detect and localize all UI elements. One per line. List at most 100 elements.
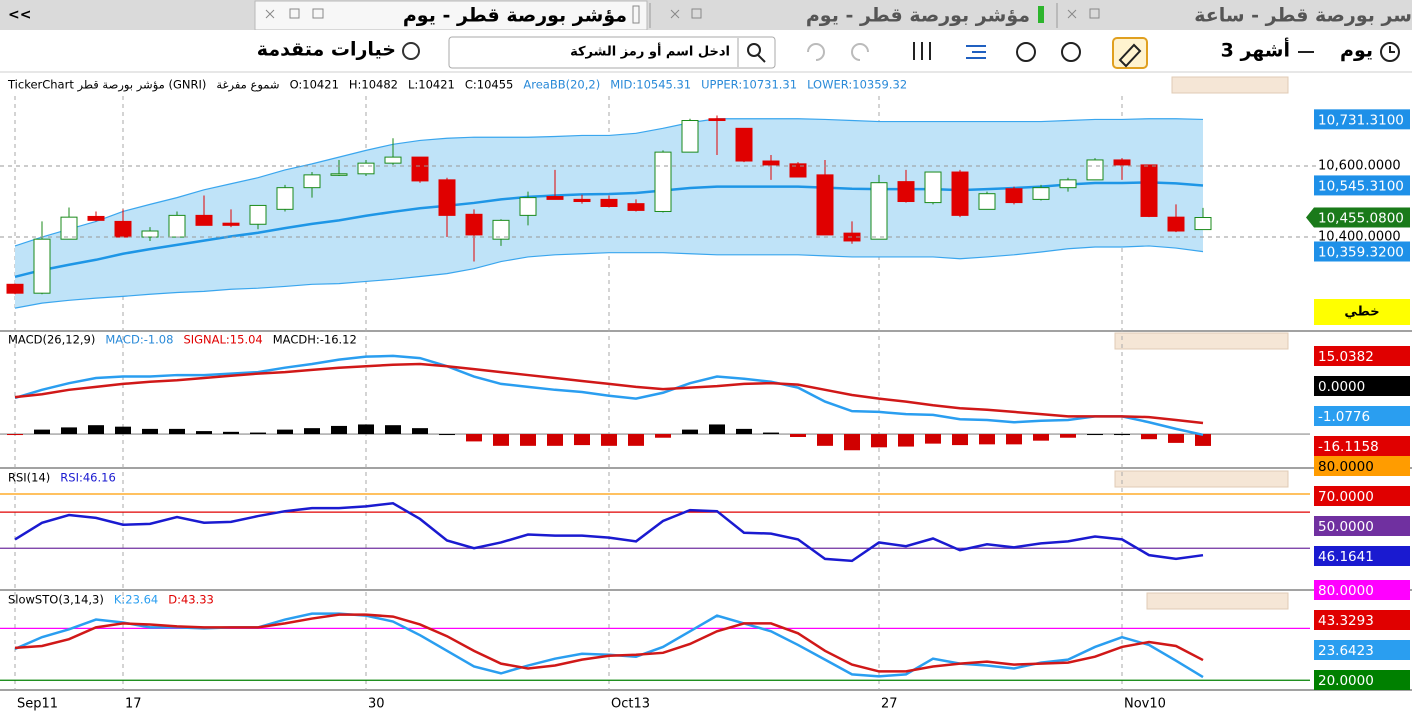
- value-marker-label: -16.1158: [1318, 439, 1379, 455]
- x-tick-label: 17: [125, 697, 142, 712]
- histogram-bar: [1195, 434, 1211, 446]
- tab-active[interactable]: [254, 0, 648, 31]
- histogram-bar: [331, 425, 347, 435]
- histogram-bar: [277, 429, 293, 435]
- panel-header: MID:10545.31: [610, 78, 691, 92]
- value-marker-label: 43.3293: [1318, 613, 1374, 629]
- x-tick-label: 30: [368, 697, 385, 712]
- histogram-bar: [1060, 434, 1076, 438]
- candle-body: [1005, 188, 1023, 204]
- value-marker-label: 10,731.3100: [1318, 112, 1404, 128]
- histogram-bar: [88, 425, 104, 435]
- x-tick-label: 27: [881, 697, 898, 712]
- histogram-bar: [682, 429, 698, 435]
- indicator-line: [14, 362, 1204, 425]
- panel-header: H:10482: [349, 78, 398, 92]
- histogram-bar: [574, 434, 590, 446]
- histogram-bar: [412, 428, 428, 435]
- search-placeholder: ادخل اسم أو رمز الشركة: [570, 43, 730, 60]
- tab-title[interactable]: مؤشر بورصة قطر - يوم: [806, 5, 1030, 27]
- histogram-bar: [466, 434, 482, 442]
- histogram-bar: [7, 434, 23, 436]
- histogram-bar: [1033, 434, 1049, 441]
- candle-body: [1059, 179, 1077, 189]
- histogram-bar: [925, 434, 941, 444]
- histogram-bar: [250, 432, 266, 435]
- value-marker-label: 80.0000: [1318, 459, 1374, 475]
- candle-body: [87, 215, 105, 221]
- range-select[interactable]: 3 أشهر: [1221, 38, 1290, 62]
- panel-header: شموع مفرغة: [216, 78, 279, 93]
- value-marker-label: -1.0776: [1318, 409, 1370, 425]
- histogram-bar: [736, 428, 752, 435]
- histogram-bar: [358, 424, 374, 435]
- x-tick-label: Nov10: [1124, 697, 1166, 712]
- candle-body: [195, 214, 213, 226]
- histogram-bar: [196, 431, 212, 435]
- search-box[interactable]: [448, 36, 776, 69]
- candle-body: [654, 151, 672, 212]
- histogram-bar: [1006, 434, 1022, 445]
- value-marker-label: 10,545.3100: [1318, 178, 1404, 194]
- candle-body: [384, 156, 402, 164]
- panel-header: D:43.33: [168, 593, 214, 607]
- histogram-bar: [142, 428, 158, 435]
- tab-title[interactable]: مؤشر بورصة قطر - يوم: [403, 5, 627, 27]
- panel-header: O:10421: [290, 78, 339, 92]
- histogram-bar: [439, 434, 455, 436]
- candle-body: [681, 120, 699, 153]
- histogram-bar: [169, 428, 185, 435]
- value-marker-label: 46.1641: [1318, 549, 1374, 565]
- histogram-bar: [898, 434, 914, 447]
- histogram-bar: [655, 434, 671, 438]
- panel-header: L:10421: [408, 78, 455, 92]
- candle-body: [1194, 217, 1212, 231]
- panel-header: MACD:-1.08: [105, 333, 173, 347]
- candle-body: [357, 162, 375, 175]
- band-fill: [15, 118, 1203, 309]
- value-marker-label: 80.0000: [1318, 583, 1374, 599]
- period-select[interactable]: يوم: [1340, 40, 1373, 62]
- indicator-line: [14, 354, 1204, 437]
- line-type-label[interactable]: خطي: [1344, 305, 1379, 320]
- advanced-options[interactable]: خيارات متقدمة: [257, 39, 396, 61]
- panel-header: C:10455: [465, 78, 514, 92]
- line-type-button[interactable]: [1314, 299, 1410, 325]
- candle-body: [303, 174, 321, 189]
- value-marker: [1314, 406, 1410, 426]
- candle-body: [870, 182, 888, 240]
- histogram-bar: [1168, 434, 1184, 443]
- candle-body: [978, 193, 996, 210]
- histogram-bar: [547, 434, 563, 446]
- y-tick-label: 10,400.0000: [1318, 230, 1401, 245]
- value-marker-label: 15.0382: [1318, 349, 1374, 365]
- candle-body: [924, 171, 942, 204]
- histogram-bar: [979, 434, 995, 445]
- panel-controls[interactable]: [1114, 76, 1289, 610]
- tab-title[interactable]: سر بورصة قطر - ساعة: [1194, 5, 1412, 27]
- histogram-bar: [34, 429, 50, 435]
- value-marker: [1314, 376, 1410, 396]
- panel-header: K:23.64: [114, 593, 158, 607]
- gear-icon[interactable]: [402, 42, 420, 60]
- value-marker: [1314, 670, 1410, 690]
- candle-body: [762, 160, 780, 166]
- value-marker-label: 70.0000: [1318, 489, 1374, 505]
- histogram-bar: [115, 426, 131, 435]
- candle-body: [519, 197, 537, 216]
- toolbar-icons[interactable]: [747, 37, 1400, 69]
- value-marker: [1314, 109, 1410, 130]
- histogram-bar: [1114, 434, 1130, 436]
- histogram-bar: [520, 434, 536, 446]
- tab-back[interactable]: <<: [8, 7, 31, 23]
- value-marker-label: 0.0000: [1318, 379, 1365, 395]
- panel-header: SIGNAL:15.04: [183, 333, 262, 347]
- candle-body: [546, 196, 564, 200]
- histogram-bar: [709, 424, 725, 435]
- value-marker: [1314, 546, 1410, 566]
- candle-body: [6, 283, 24, 294]
- candle-body: [33, 238, 51, 294]
- candle-body: [1113, 159, 1131, 166]
- histogram-bar: [844, 434, 860, 451]
- panel-separators: [0, 330, 1412, 691]
